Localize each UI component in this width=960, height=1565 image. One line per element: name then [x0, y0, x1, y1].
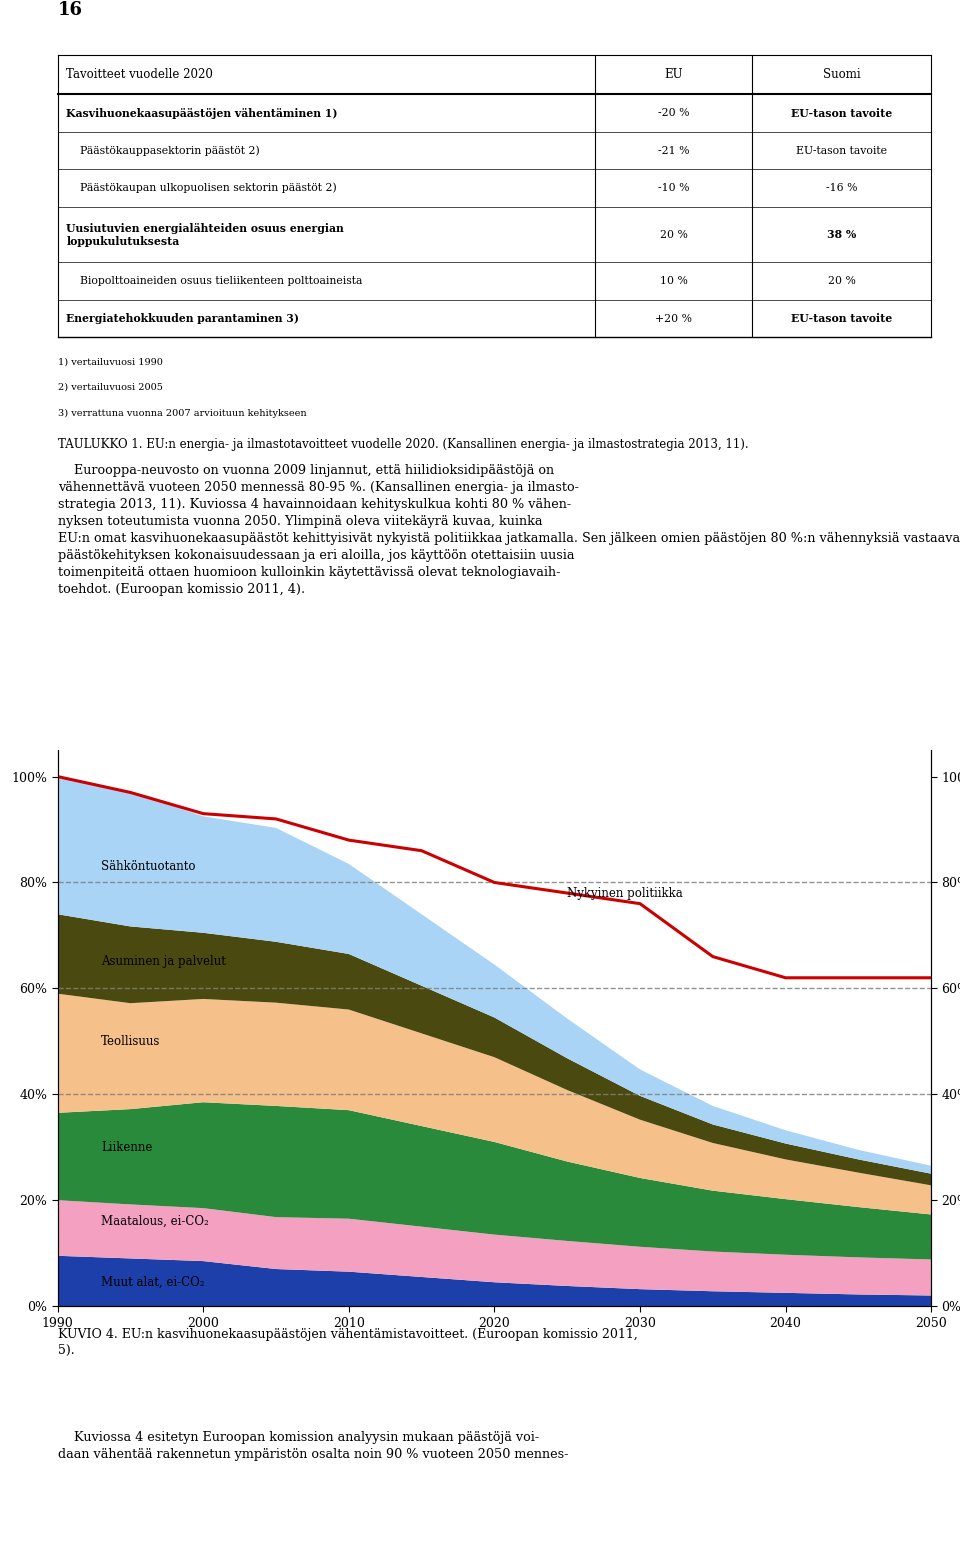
- Text: Päästökaupan ulkopuolisen sektorin päästöt 2): Päästökaupan ulkopuolisen sektorin pääst…: [66, 183, 337, 194]
- Text: EU-tason tavoite: EU-tason tavoite: [796, 146, 887, 155]
- Text: Muut alat, ei-CO₂: Muut alat, ei-CO₂: [102, 1275, 204, 1288]
- Text: Asuminen ja palvelut: Asuminen ja palvelut: [102, 955, 227, 969]
- Text: 20 %: 20 %: [660, 230, 687, 239]
- Text: -10 %: -10 %: [658, 183, 689, 192]
- Text: EU: EU: [664, 69, 683, 81]
- Text: 2) vertailuvuosi 2005: 2) vertailuvuosi 2005: [58, 383, 162, 391]
- Text: -20 %: -20 %: [658, 108, 689, 117]
- Text: 1) vertailuvuosi 1990: 1) vertailuvuosi 1990: [58, 357, 162, 366]
- Text: Teollisuus: Teollisuus: [102, 1034, 160, 1049]
- Text: Sähköntuotanto: Sähköntuotanto: [102, 861, 196, 873]
- Text: Liikenne: Liikenne: [102, 1141, 153, 1153]
- Text: Eurooppa-neuvosto on vuonna 2009 linjannut, että hiilidioksidipäästöjä on
vähenn: Eurooppa-neuvosto on vuonna 2009 linjann…: [58, 465, 960, 596]
- Text: Kasvihuonekaasupäästöjen vähentäminen 1): Kasvihuonekaasupäästöjen vähentäminen 1): [66, 108, 338, 119]
- Text: Suomi: Suomi: [823, 69, 860, 81]
- Text: Uusiutuvien energialähteiden osuus energian
loppukulutuksesta: Uusiutuvien energialähteiden osuus energ…: [66, 222, 344, 247]
- Text: 16: 16: [58, 2, 83, 19]
- Text: EU-tason tavoite: EU-tason tavoite: [791, 313, 892, 324]
- Text: Nykyinen politiikka: Nykyinen politiikka: [567, 886, 683, 900]
- Text: TAULUKKO 1. EU:n energia- ja ilmastotavoitteet vuodelle 2020. (Kansallinen energ: TAULUKKO 1. EU:n energia- ja ilmastotavo…: [58, 438, 748, 451]
- Text: 20 %: 20 %: [828, 275, 855, 286]
- Text: KUVIO 4. EU:n kasvihuonekaasupäästöjen vähentämistavoitteet. (Euroopan komissio : KUVIO 4. EU:n kasvihuonekaasupäästöjen v…: [58, 1329, 637, 1357]
- Text: Energiatehokkuuden parantaminen 3): Energiatehokkuuden parantaminen 3): [66, 313, 300, 324]
- Text: 38 %: 38 %: [827, 228, 856, 239]
- Text: EU-tason tavoite: EU-tason tavoite: [791, 108, 892, 119]
- Text: Tavoitteet vuodelle 2020: Tavoitteet vuodelle 2020: [66, 69, 213, 81]
- Text: 10 %: 10 %: [660, 275, 687, 286]
- Text: 3) verrattuna vuonna 2007 arvioituun kehitykseen: 3) verrattuna vuonna 2007 arvioituun keh…: [58, 408, 306, 418]
- Text: Päästökauppasektorin päästöt 2): Päästökauppasektorin päästöt 2): [66, 146, 260, 156]
- Text: -16 %: -16 %: [826, 183, 857, 192]
- Text: -21 %: -21 %: [658, 146, 689, 155]
- Text: +20 %: +20 %: [655, 313, 692, 324]
- Text: Kuviossa 4 esitetyn Euroopan komission analyysin mukaan päästöjä voi-
daan vähen: Kuviossa 4 esitetyn Euroopan komission a…: [58, 1432, 568, 1462]
- Text: Biopolttoaineiden osuus tieliikenteen polttoaineista: Biopolttoaineiden osuus tieliikenteen po…: [66, 275, 363, 286]
- Text: Maatalous, ei-CO₂: Maatalous, ei-CO₂: [102, 1214, 209, 1229]
